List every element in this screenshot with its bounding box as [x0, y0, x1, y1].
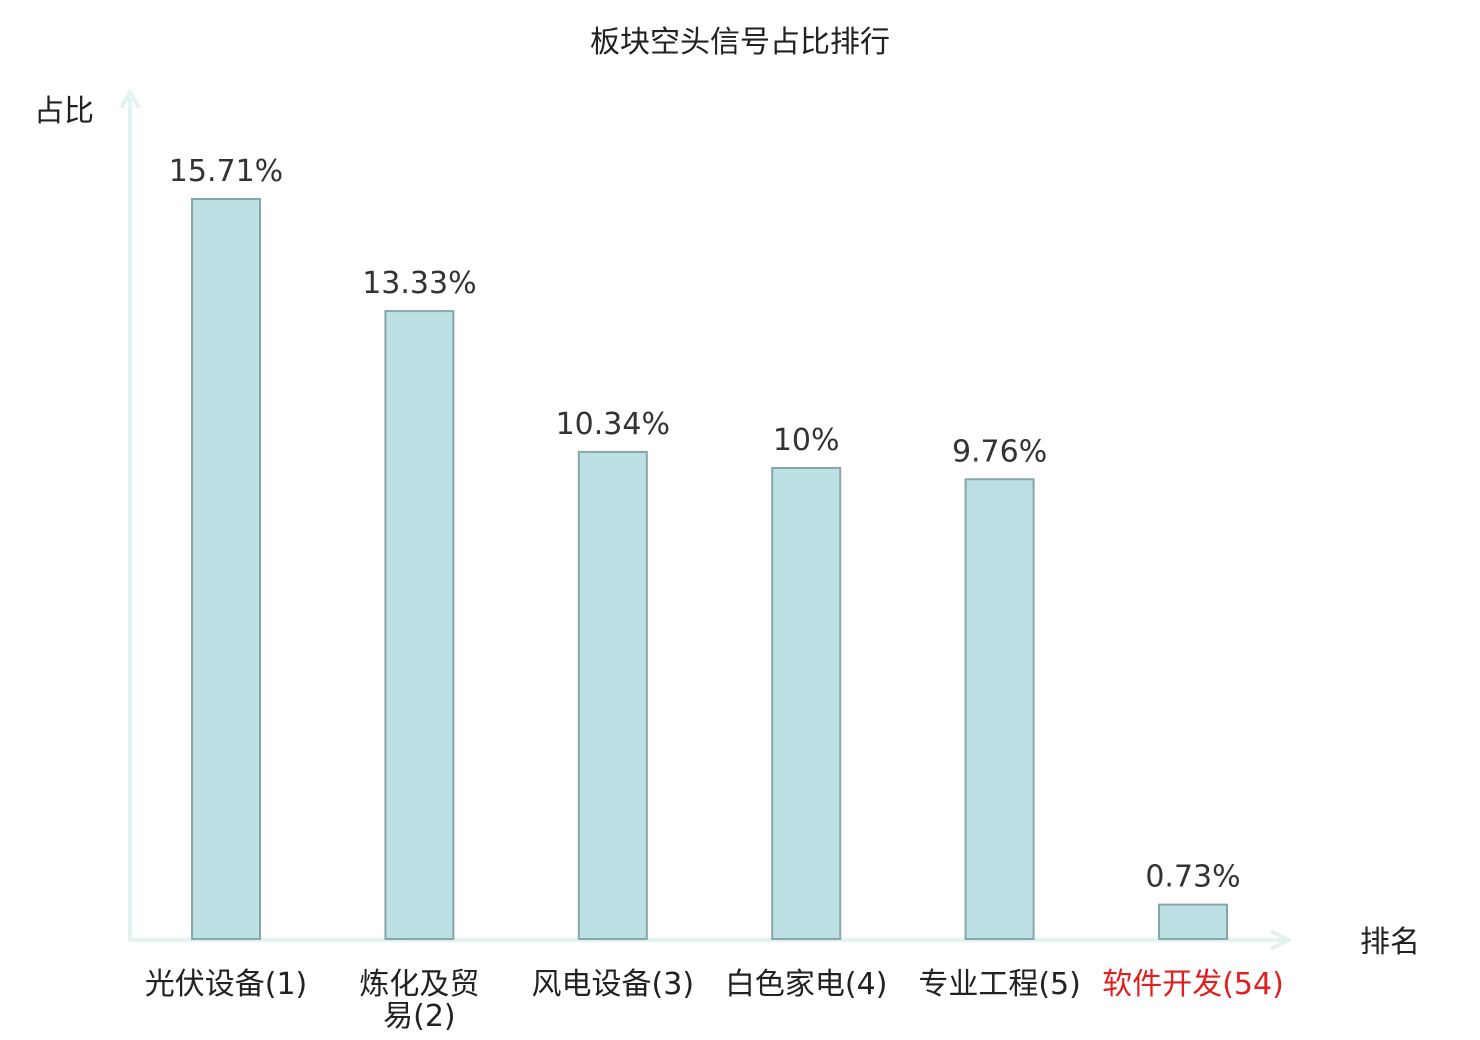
- bar-2: [384, 310, 455, 940]
- y-axis-label: 占比: [34, 94, 94, 129]
- category-label-4: 白色家电(4): [725, 967, 888, 1002]
- category-labels: 光伏设备(1) 炼化及贸易(2) 风电设备(3) 白色家电(4) 专业工程(5) 软件开发…: [145, 967, 1284, 1034]
- value-label-4: 10%: [773, 423, 840, 458]
- x-axis-arrow: [1270, 929, 1293, 951]
- bars: [191, 198, 1228, 940]
- value-labels: 15.71% 13.33% 10.34% 10% 9.76% 0.73%: [169, 154, 1241, 895]
- bar-5: [964, 478, 1035, 940]
- chart-title: 板块空头信号占比排行: [590, 25, 890, 60]
- bar-6: [1158, 903, 1228, 940]
- value-label-3: 10.34%: [556, 407, 670, 442]
- category-label-5: 专业工程(5): [918, 967, 1081, 1002]
- bar-1: [191, 198, 261, 940]
- category-label-1: 光伏设备(1): [145, 967, 308, 1002]
- category-label-3: 风电设备(3): [532, 967, 695, 1002]
- value-label-1: 15.71%: [169, 154, 283, 189]
- value-label-6: 0.73%: [1145, 860, 1240, 895]
- category-label-6: 软件开发(54): [1102, 967, 1284, 1002]
- value-label-5: 9.76%: [952, 434, 1047, 469]
- y-axis-arrow: [119, 87, 141, 109]
- x-axis-label: 排名: [1360, 925, 1420, 960]
- bar-4: [771, 466, 842, 940]
- bar-3: [577, 450, 648, 940]
- value-label-2: 13.33%: [362, 266, 476, 301]
- category-label-2: 炼化及贸易(2): [359, 967, 479, 1034]
